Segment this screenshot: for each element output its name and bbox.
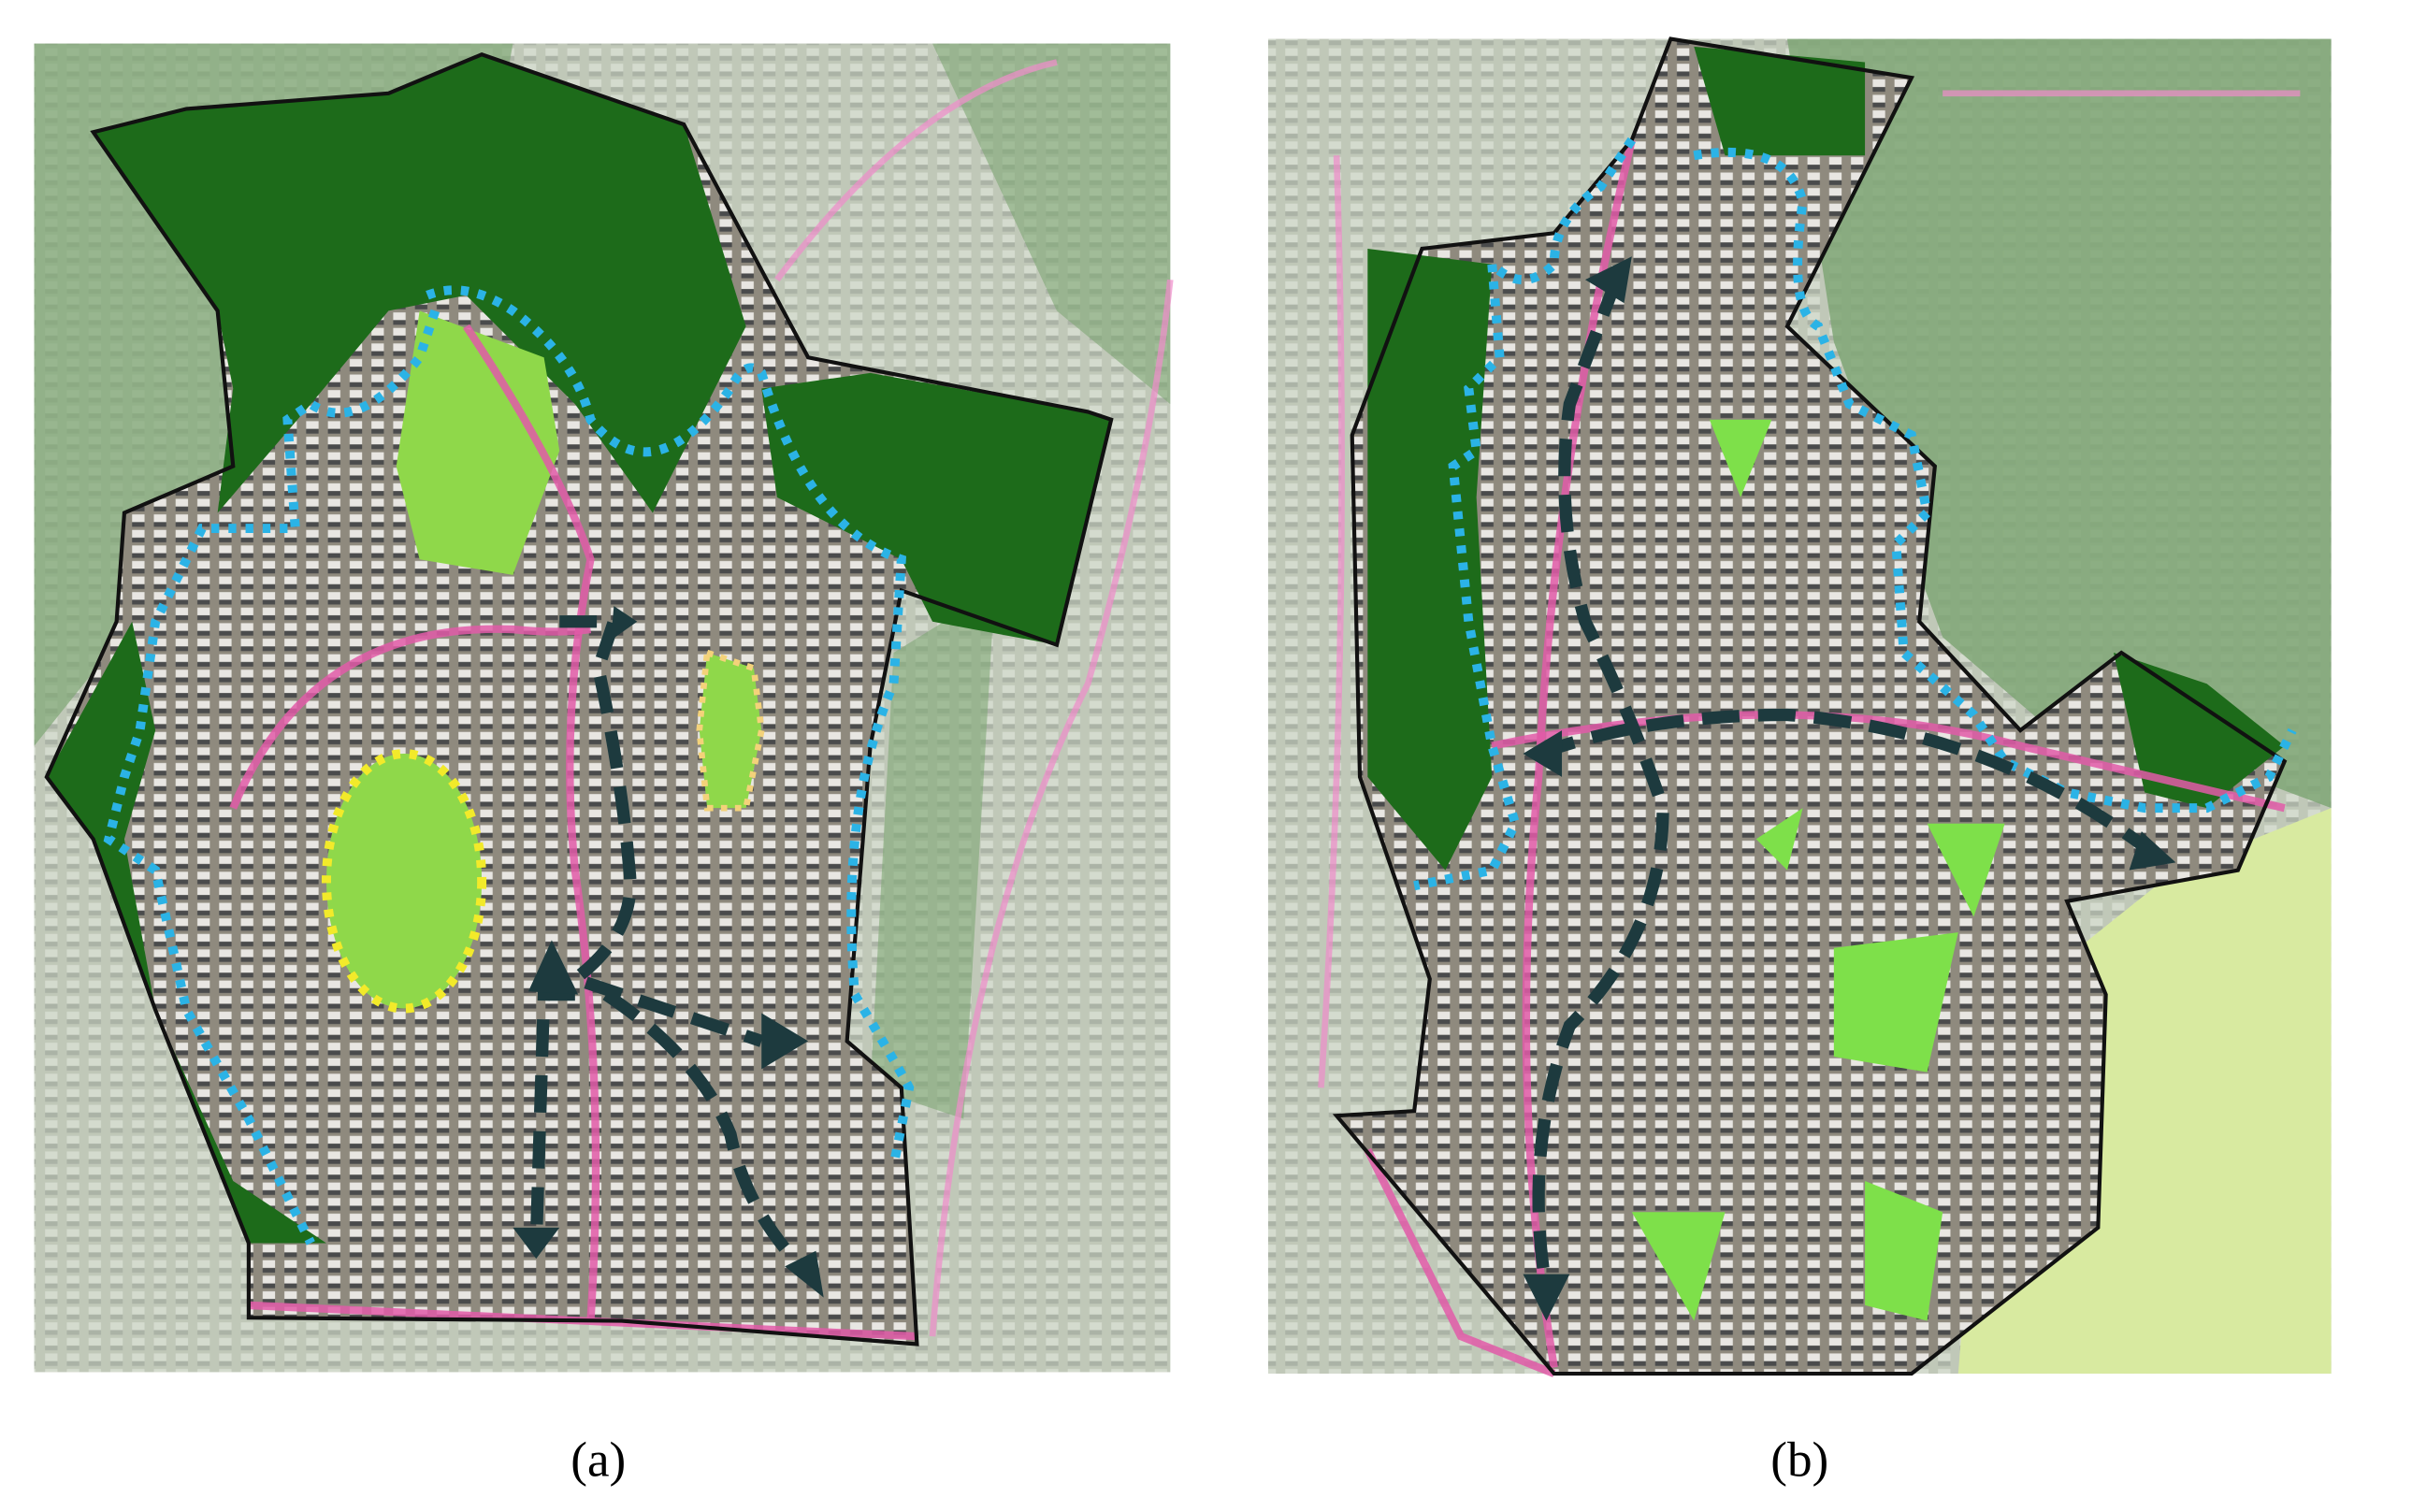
forest	[1367, 248, 1493, 871]
district-area	[1336, 38, 2285, 1375]
road	[463, 324, 600, 1321]
road	[1364, 1147, 1556, 1377]
arrow-head	[513, 606, 824, 1298]
forest	[761, 372, 1112, 645]
forest	[46, 621, 326, 1244]
park	[1631, 419, 2005, 1321]
panel-label: (a)	[571, 1433, 626, 1488]
forest	[1694, 46, 1866, 156]
flow-arrow	[1532, 277, 2149, 1291]
map-panel-b	[1267, 36, 2332, 1377]
park	[396, 310, 560, 575]
panel-label: (b)	[1770, 1433, 1828, 1488]
faded-forest	[1786, 38, 2332, 809]
district-boundary	[1332, 36, 2288, 1376]
road	[229, 625, 592, 810]
forest	[93, 54, 746, 513]
road	[1318, 90, 2301, 1088]
green-edge-line	[1413, 137, 2297, 891]
central-park	[321, 749, 487, 1014]
road	[774, 59, 1174, 1337]
faded-forest	[870, 590, 995, 1119]
flow-arrow	[529, 615, 813, 1279]
park	[696, 648, 765, 812]
green-edge-line	[103, 285, 915, 1246]
faded-forest	[932, 43, 1171, 405]
forest	[2113, 652, 2285, 809]
map-panel-a	[34, 43, 1174, 1373]
district-boundary	[44, 52, 1114, 1346]
